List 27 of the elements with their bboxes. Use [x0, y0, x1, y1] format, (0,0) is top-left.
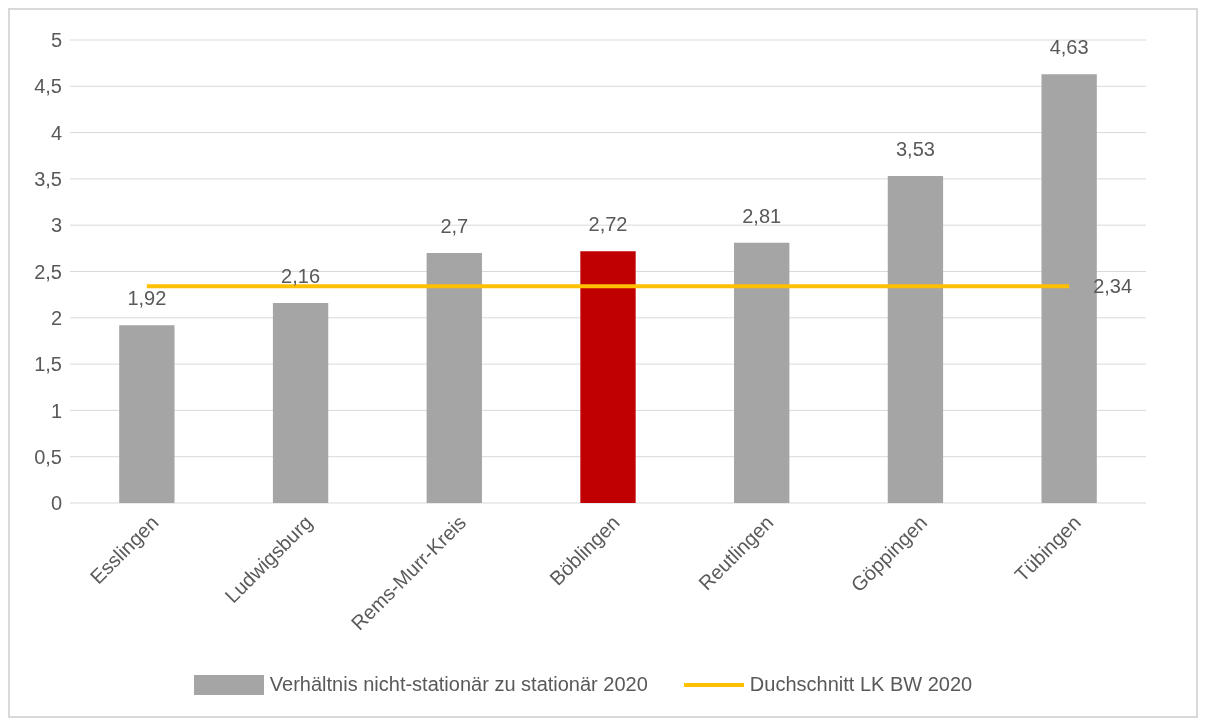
bar — [272, 302, 329, 503]
y-tick-label: 5 — [50, 29, 62, 52]
y-tick-label: 2,5 — [34, 260, 62, 283]
data-label: 2,72 — [588, 213, 628, 236]
legend-label: Verhältnis nicht-stationär zu stationär 2020 — [269, 673, 648, 696]
bar — [119, 325, 175, 503]
data-label: 4,63 — [1049, 36, 1089, 59]
bar — [580, 251, 636, 503]
legend-label: Duchschnitt LK BW 2020 — [749, 673, 973, 696]
y-tick-label: 4 — [50, 121, 62, 144]
data-label: 1,92 — [127, 287, 167, 310]
y-tick-label: 3,5 — [34, 168, 62, 190]
y-tick-label: 2 — [50, 306, 62, 329]
bar — [734, 242, 790, 503]
y-tick-label: 0,5 — [34, 445, 62, 468]
data-label: 2,7 — [440, 214, 469, 237]
y-tick-label: 0 — [50, 492, 62, 515]
bar — [887, 176, 944, 503]
data-label: 3,53 — [895, 138, 935, 161]
y-tick-label: 3 — [50, 214, 62, 237]
y-tick-label: 1,5 — [34, 353, 62, 376]
data-label: 2,16 — [281, 264, 321, 287]
y-tick-label: 1 — [50, 399, 62, 422]
data-label: 2,34 — [1093, 275, 1133, 298]
bar — [426, 252, 482, 503]
y-tick-label: 4,5 — [34, 75, 62, 98]
data-label: 2,81 — [742, 204, 782, 227]
